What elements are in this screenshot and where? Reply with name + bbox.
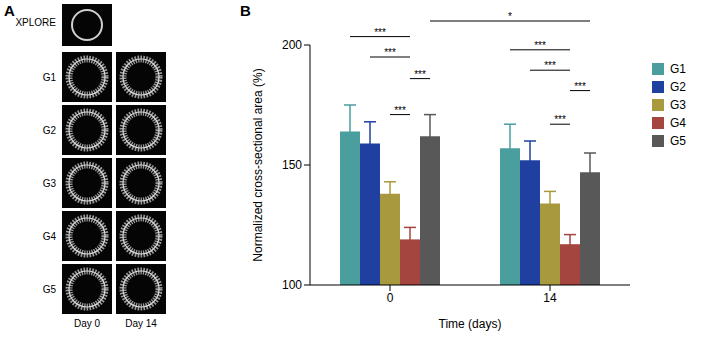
- svg-text:***: ***: [554, 114, 566, 125]
- svg-text:***: ***: [574, 81, 586, 92]
- svg-text:100: 100: [282, 278, 302, 292]
- html-text:G1: G1: [670, 62, 686, 76]
- svg-text:200: 200: [282, 38, 302, 52]
- svg-text:***: ***: [394, 105, 406, 116]
- html-text:G5: G5: [670, 134, 686, 148]
- svg-text:Time (days): Time (days): [439, 317, 502, 331]
- svg-text:XPLORE: XPLORE: [15, 17, 56, 28]
- svg-text:***: ***: [374, 27, 386, 38]
- html-text:B: B: [240, 2, 251, 19]
- svg-text:Day 14: Day 14: [125, 318, 157, 329]
- svg-text:14: 14: [543, 291, 557, 305]
- svg-text:G2: G2: [43, 125, 57, 136]
- html-text:G4: G4: [670, 116, 686, 130]
- svg-text:0: 0: [387, 291, 394, 305]
- svg-text:*: *: [508, 11, 512, 22]
- svg-text:***: ***: [384, 47, 396, 58]
- svg-text:A: A: [4, 2, 15, 19]
- html-text:G2: G2: [670, 80, 686, 94]
- svg-text:***: ***: [534, 40, 546, 51]
- svg-text:***: ***: [414, 69, 426, 80]
- svg-text:***: ***: [544, 60, 556, 71]
- svg-text:G1: G1: [43, 72, 57, 83]
- svg-text:Normalized cross-sectional are: Normalized cross-sectional area (%): [251, 68, 265, 261]
- svg-text:G3: G3: [43, 178, 57, 189]
- svg-text:G5: G5: [43, 284, 57, 295]
- svg-text:150: 150: [282, 158, 302, 172]
- svg-text:G4: G4: [43, 231, 57, 242]
- svg-text:Day 0: Day 0: [74, 318, 101, 329]
- html-text:G3: G3: [670, 98, 686, 112]
